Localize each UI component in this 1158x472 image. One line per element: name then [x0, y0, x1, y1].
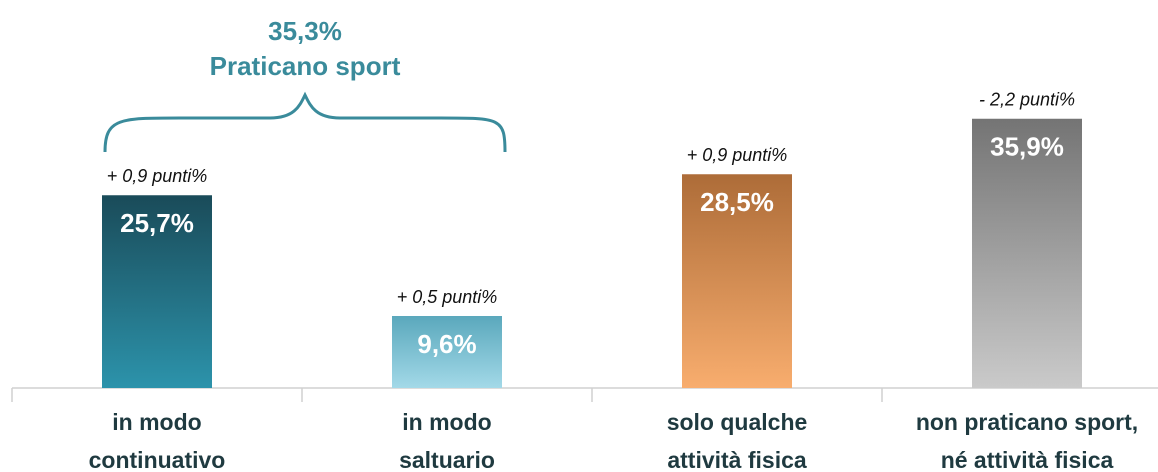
x-tick-label: continuativo: [89, 447, 226, 472]
value-label: 9,6%: [417, 329, 476, 359]
x-tick-label: saltuario: [399, 447, 495, 472]
bar: [972, 118, 1082, 388]
group-value: 35,3%: [268, 16, 342, 46]
annotation: + 0,9 punti%: [687, 145, 788, 165]
value-label: 28,5%: [700, 187, 774, 217]
x-tick-label: attività fisica: [667, 447, 807, 472]
annotation: - 2,2 punti%: [979, 90, 1075, 110]
bar: [392, 316, 502, 388]
bar: [682, 174, 792, 388]
x-tick-label: non praticano sport,: [916, 409, 1138, 435]
x-tick-label: solo qualche: [667, 409, 808, 435]
annotation: + 0,9 punti%: [107, 166, 208, 186]
group-label: Praticano sport: [210, 51, 401, 81]
x-tick-label: né attività fisica: [941, 447, 1114, 472]
value-label: 35,9%: [990, 132, 1064, 162]
group-brace: [103, 91, 507, 153]
value-label: 25,7%: [120, 208, 194, 238]
x-tick-label: in modo: [112, 409, 201, 435]
bar: [102, 195, 212, 388]
x-tick-label: in modo: [402, 409, 491, 435]
annotation: + 0,5 punti%: [397, 287, 498, 307]
